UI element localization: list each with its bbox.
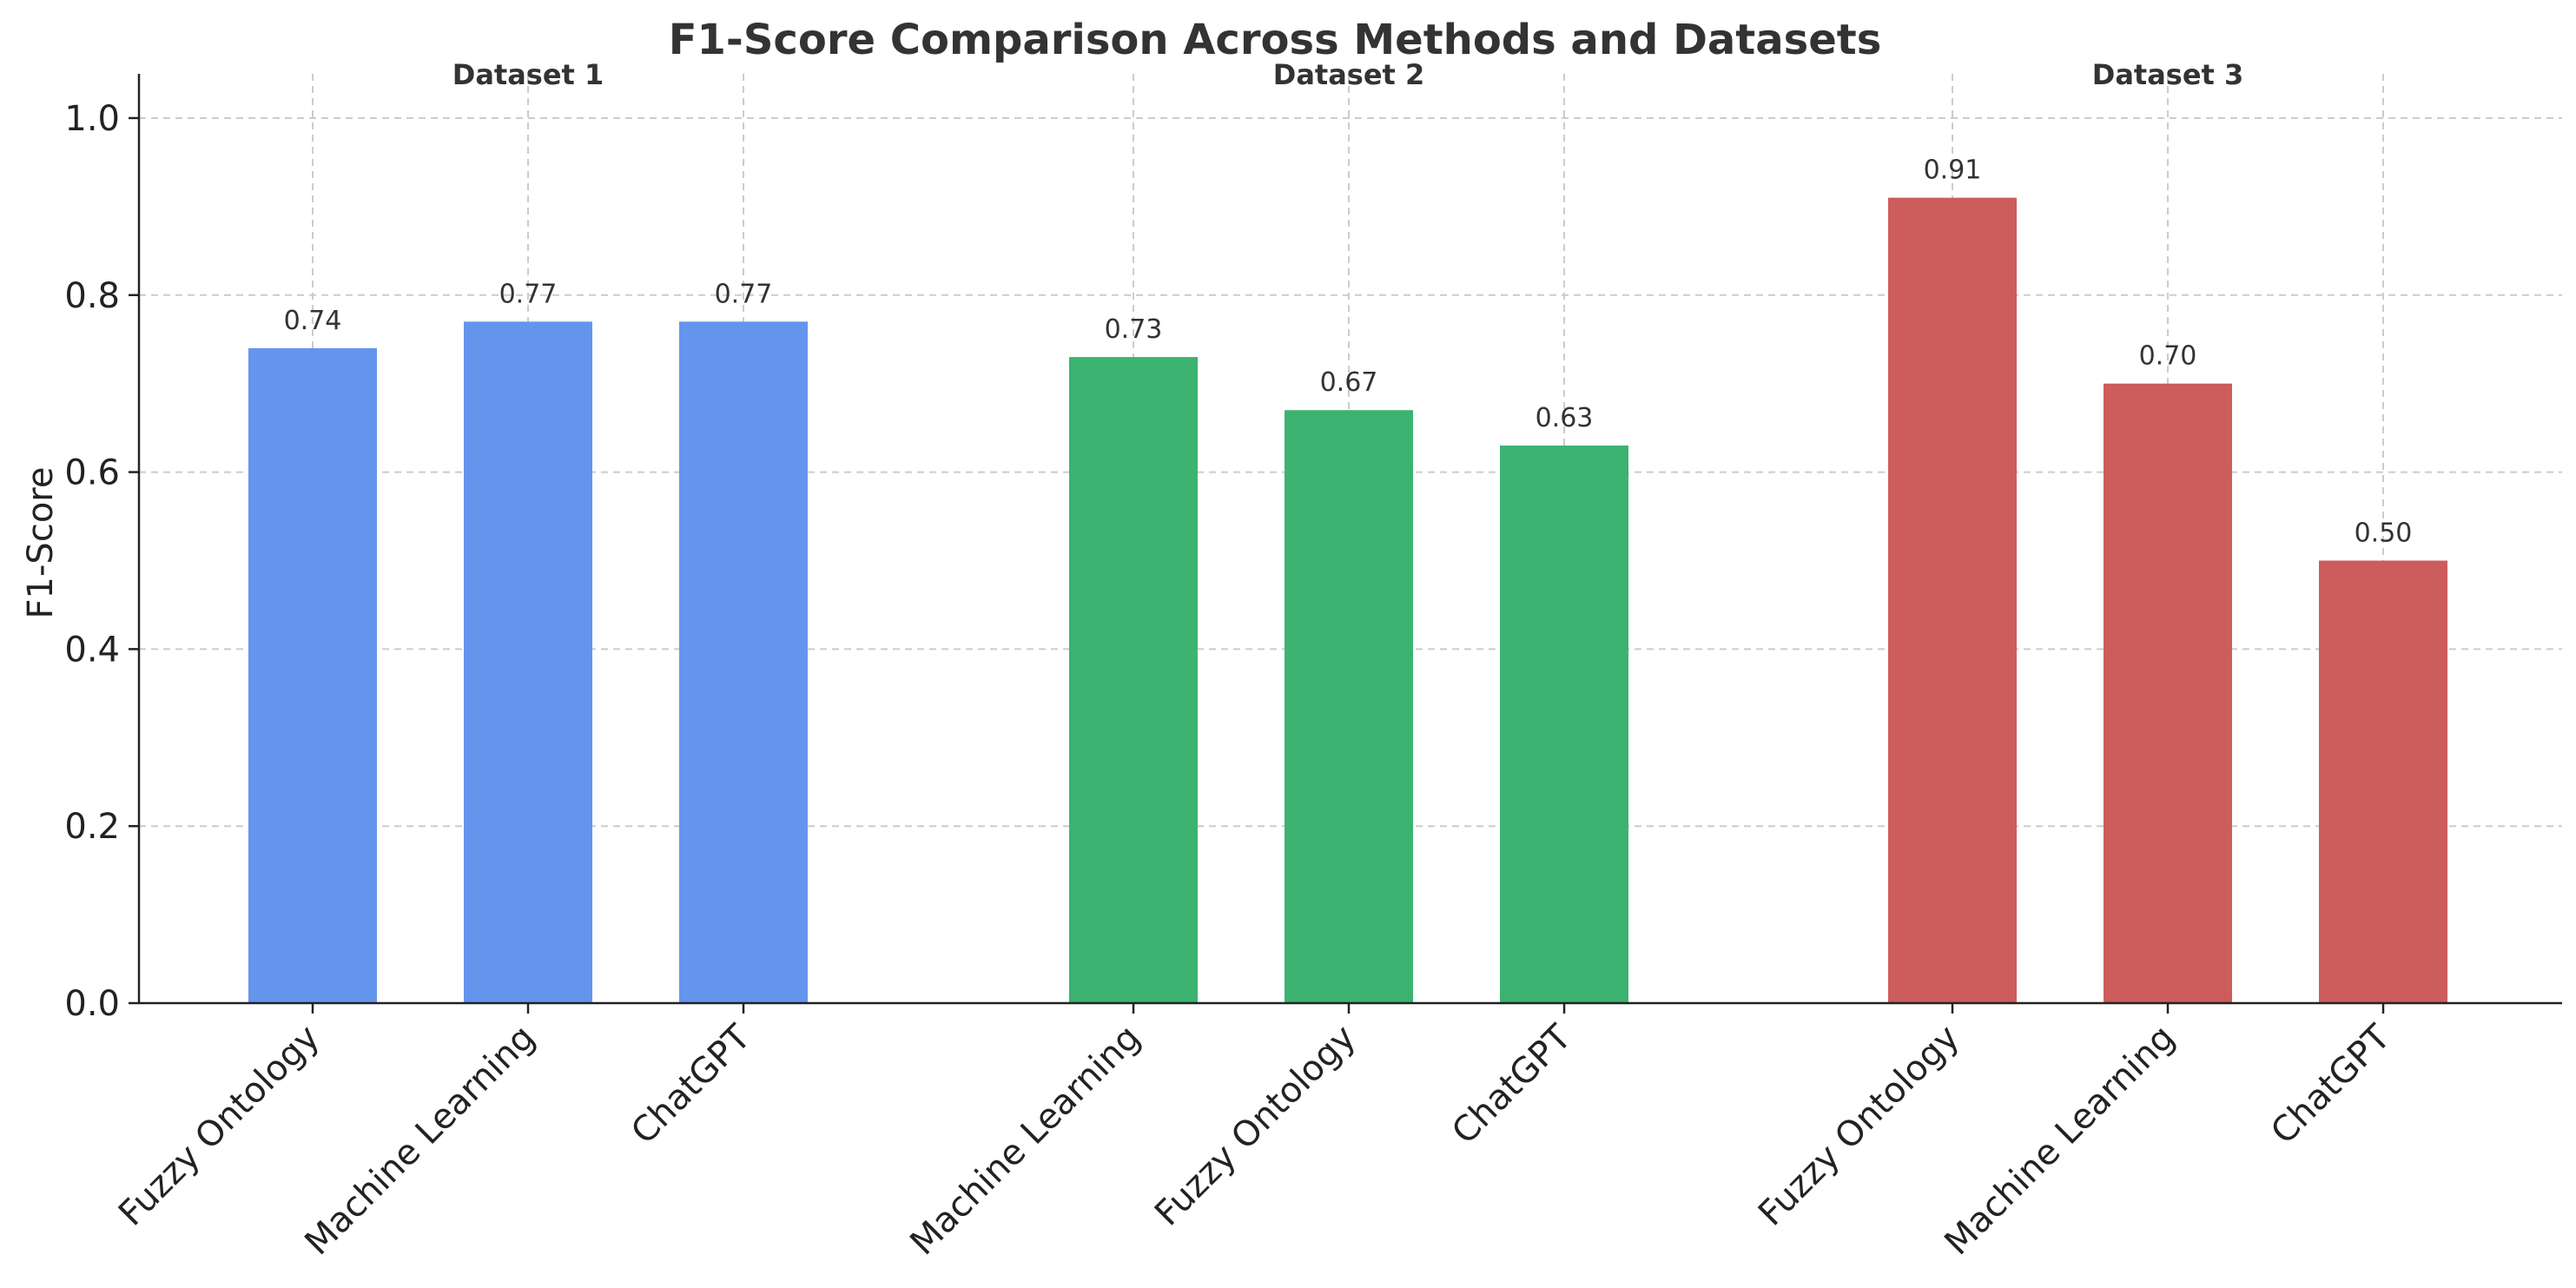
group-label: Dataset 3 — [2092, 58, 2244, 91]
x-tick-label: Machine Learning — [902, 1018, 1148, 1264]
bar-value-label: 0.50 — [2355, 518, 2413, 548]
bar-value-label: 0.73 — [1105, 314, 1163, 345]
y-tick-label: 1.0 — [64, 99, 120, 139]
bar — [679, 321, 808, 1003]
x-tick-label: Fuzzy Ontology — [1147, 1018, 1364, 1234]
y-tick-label: 0.8 — [64, 276, 120, 316]
group-label: Dataset 2 — [1273, 58, 1425, 91]
x-tick-label: ChatGPT — [1444, 1017, 1579, 1152]
labels-layer: 0.0 0.2 0.4 0.6 0.8 1.0 Dataset 1 0.74 Fuzzy Ont… — [64, 58, 2412, 1263]
bar-value-label: 0.63 — [1536, 403, 1594, 433]
y-tick-label: 0.0 — [64, 984, 120, 1024]
x-tick-label: Machine Learning — [1937, 1018, 2183, 1264]
bar — [1888, 197, 2017, 1003]
y-axis-label: F1-Score — [21, 467, 61, 619]
bar — [2104, 383, 2232, 1004]
x-tick-label: Fuzzy Ontology — [111, 1018, 327, 1234]
bar — [1500, 446, 1628, 1003]
y-tick-label: 0.6 — [64, 453, 120, 493]
bar — [1069, 357, 1198, 1004]
bar-value-label: 0.91 — [1924, 155, 1982, 186]
bar — [248, 347, 377, 1003]
x-tick-label: ChatGPT — [624, 1017, 758, 1152]
bar-value-label: 0.70 — [2139, 341, 2197, 372]
x-tick-label: ChatGPT — [2263, 1017, 2398, 1152]
bar — [1285, 410, 1413, 1003]
bar — [2319, 560, 2447, 1003]
bar — [464, 321, 592, 1003]
bar-value-label: 0.67 — [1320, 367, 1378, 398]
bar-value-label: 0.77 — [499, 279, 558, 309]
axes-layer — [129, 74, 2562, 1014]
bars-layer — [248, 197, 2447, 1004]
x-tick-label: Machine Learning — [297, 1018, 543, 1264]
chart-title: F1-Score Comparison Across Methods and D… — [669, 16, 1882, 64]
y-tick-label: 0.2 — [64, 807, 120, 847]
x-tick-label: Fuzzy Ontology — [1751, 1018, 1967, 1234]
bar-value-label: 0.77 — [715, 279, 773, 309]
y-tick-label: 0.4 — [64, 630, 120, 670]
bar-value-label: 0.74 — [284, 306, 342, 336]
group-label: Dataset 1 — [452, 58, 604, 91]
